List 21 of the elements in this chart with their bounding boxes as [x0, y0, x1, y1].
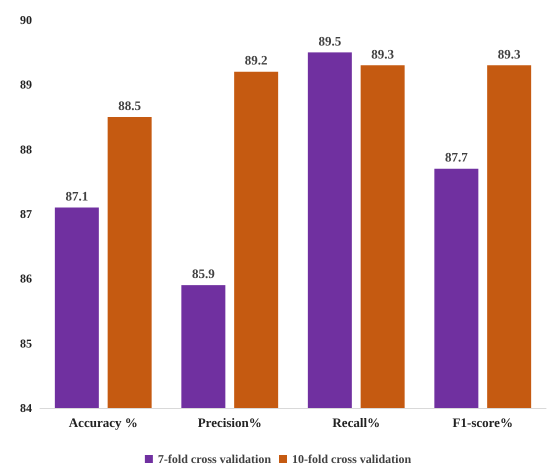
x-tick-label: Recall% [332, 415, 380, 430]
y-tick-label: 89 [20, 78, 32, 92]
data-label: 89.5 [318, 33, 342, 48]
data-label: 89.3 [498, 46, 522, 62]
y-tick-label: 85 [20, 336, 32, 350]
data-label: 85.9 [192, 266, 216, 282]
data-label: 89.3 [371, 46, 395, 62]
data-label: 87.1 [65, 188, 88, 204]
data-label: 89.2 [244, 52, 268, 68]
data-label: 87.7 [444, 150, 468, 165]
y-tick-label: 86 [20, 272, 32, 286]
x-tick-label: F1-score% [452, 415, 513, 430]
y-tick-label: 88 [20, 142, 32, 156]
x-tick-label: Accuracy % [68, 415, 138, 430]
x-tick-label: Precision% [198, 415, 262, 430]
y-tick-label: 84 [20, 401, 32, 415]
y-tick-label: 90 [20, 13, 32, 27]
legend-label: 7-fold cross validation [158, 452, 272, 466]
legend-label: 10-fold cross validation [292, 452, 412, 466]
y-tick-label: 87 [20, 207, 32, 221]
data-label: 88.5 [118, 98, 142, 113]
